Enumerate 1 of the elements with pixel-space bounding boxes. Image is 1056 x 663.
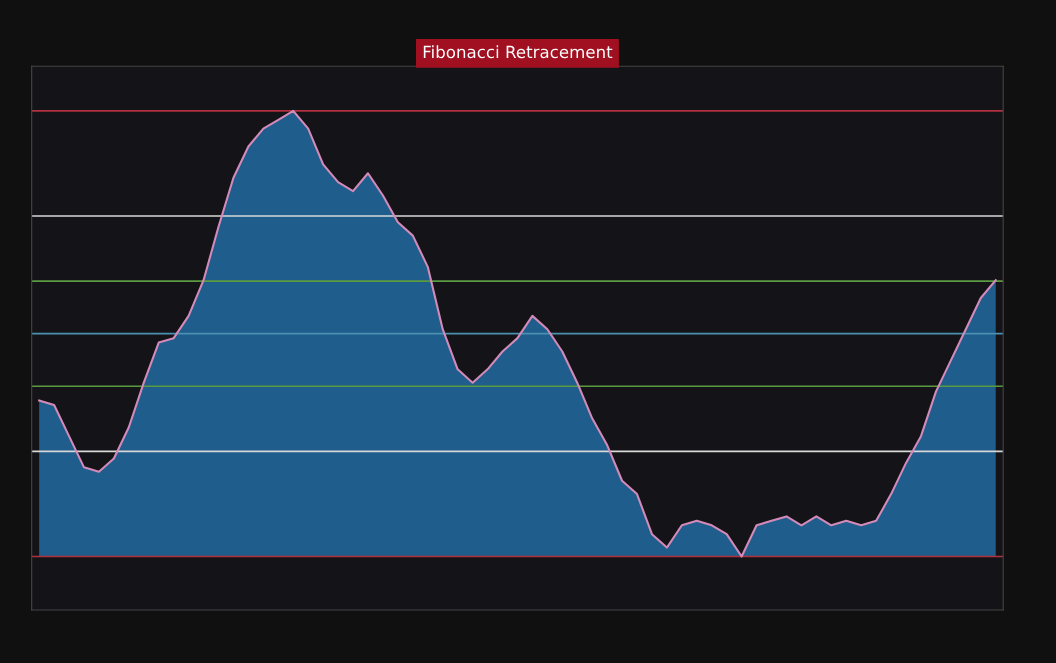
chart-title: Fibonacci Retracement [423,45,613,59]
